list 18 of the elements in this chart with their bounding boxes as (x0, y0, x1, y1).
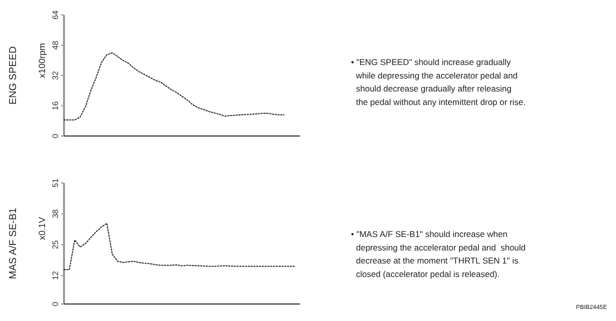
y-tick-label: 32 (51, 70, 60, 80)
y-tick-label: 0 (51, 133, 60, 138)
y-tick-label: 51 (51, 178, 60, 188)
text: x0.1V (37, 216, 47, 240)
y-tick-label: 64 (51, 10, 60, 20)
text: • "MAS A/F SE-B1" should increase when depressing the accelerator pedal and should decrease at the moment "THRTL SEN 1" is closed (accelerator pedal is released). (351, 229, 526, 279)
y-axis-title: MAS A/F SE-B1 (8, 208, 19, 280)
line-series (63, 222, 296, 270)
y-tick-label: 25 (51, 240, 60, 250)
line-series (63, 52, 284, 120)
y-tick-label: 48 (51, 40, 60, 50)
y-tick-label: 0 (51, 301, 60, 306)
y-tick-label: 12 (51, 270, 60, 280)
text: x100rpm (37, 42, 47, 78)
text: • "ENG SPEED" should increase gradually while depressing the accelerator pedal and should decrease gradually after releasing the pedal without any intemittent drop or rise. (351, 57, 526, 107)
y-tick-label: 16 (51, 100, 60, 110)
y-tick-label: 38 (51, 208, 60, 218)
y-axis-title: ENG SPEED (8, 46, 19, 105)
